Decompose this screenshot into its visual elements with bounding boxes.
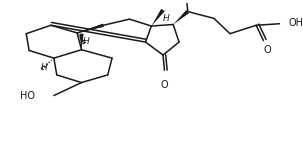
Text: H: H bbox=[41, 63, 48, 72]
Polygon shape bbox=[152, 9, 165, 26]
Text: OH: OH bbox=[288, 18, 303, 28]
Polygon shape bbox=[79, 34, 84, 50]
Text: H: H bbox=[162, 14, 169, 23]
Text: O: O bbox=[161, 80, 168, 90]
Polygon shape bbox=[173, 10, 189, 24]
Text: HO: HO bbox=[20, 90, 35, 100]
Text: O: O bbox=[263, 45, 271, 55]
Polygon shape bbox=[77, 24, 104, 33]
Text: H: H bbox=[82, 37, 89, 46]
